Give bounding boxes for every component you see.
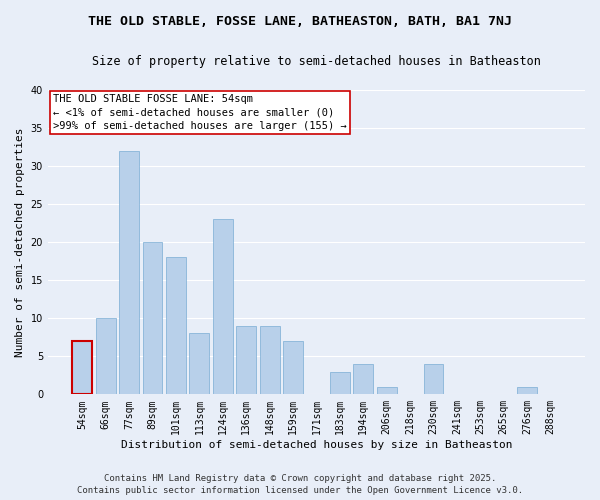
Bar [283, 341, 303, 394]
Bar [213, 220, 233, 394]
Bar [143, 242, 163, 394]
Bar [190, 334, 209, 394]
Bar [517, 386, 537, 394]
Bar [353, 364, 373, 394]
Y-axis label: Number of semi-detached properties: Number of semi-detached properties [15, 128, 25, 357]
Title: Size of property relative to semi-detached houses in Batheaston: Size of property relative to semi-detach… [92, 55, 541, 68]
Bar [260, 326, 280, 394]
Bar [236, 326, 256, 394]
Bar [330, 372, 350, 394]
Bar [166, 258, 186, 394]
Bar [96, 318, 116, 394]
Text: Contains HM Land Registry data © Crown copyright and database right 2025.
Contai: Contains HM Land Registry data © Crown c… [77, 474, 523, 495]
Bar [119, 151, 139, 394]
Bar [424, 364, 443, 394]
Text: THE OLD STABLE, FOSSE LANE, BATHEASTON, BATH, BA1 7NJ: THE OLD STABLE, FOSSE LANE, BATHEASTON, … [88, 15, 512, 28]
Bar [73, 341, 92, 394]
X-axis label: Distribution of semi-detached houses by size in Batheaston: Distribution of semi-detached houses by … [121, 440, 512, 450]
Bar [377, 386, 397, 394]
Text: THE OLD STABLE FOSSE LANE: 54sqm
← <1% of semi-detached houses are smaller (0)
>: THE OLD STABLE FOSSE LANE: 54sqm ← <1% o… [53, 94, 347, 130]
